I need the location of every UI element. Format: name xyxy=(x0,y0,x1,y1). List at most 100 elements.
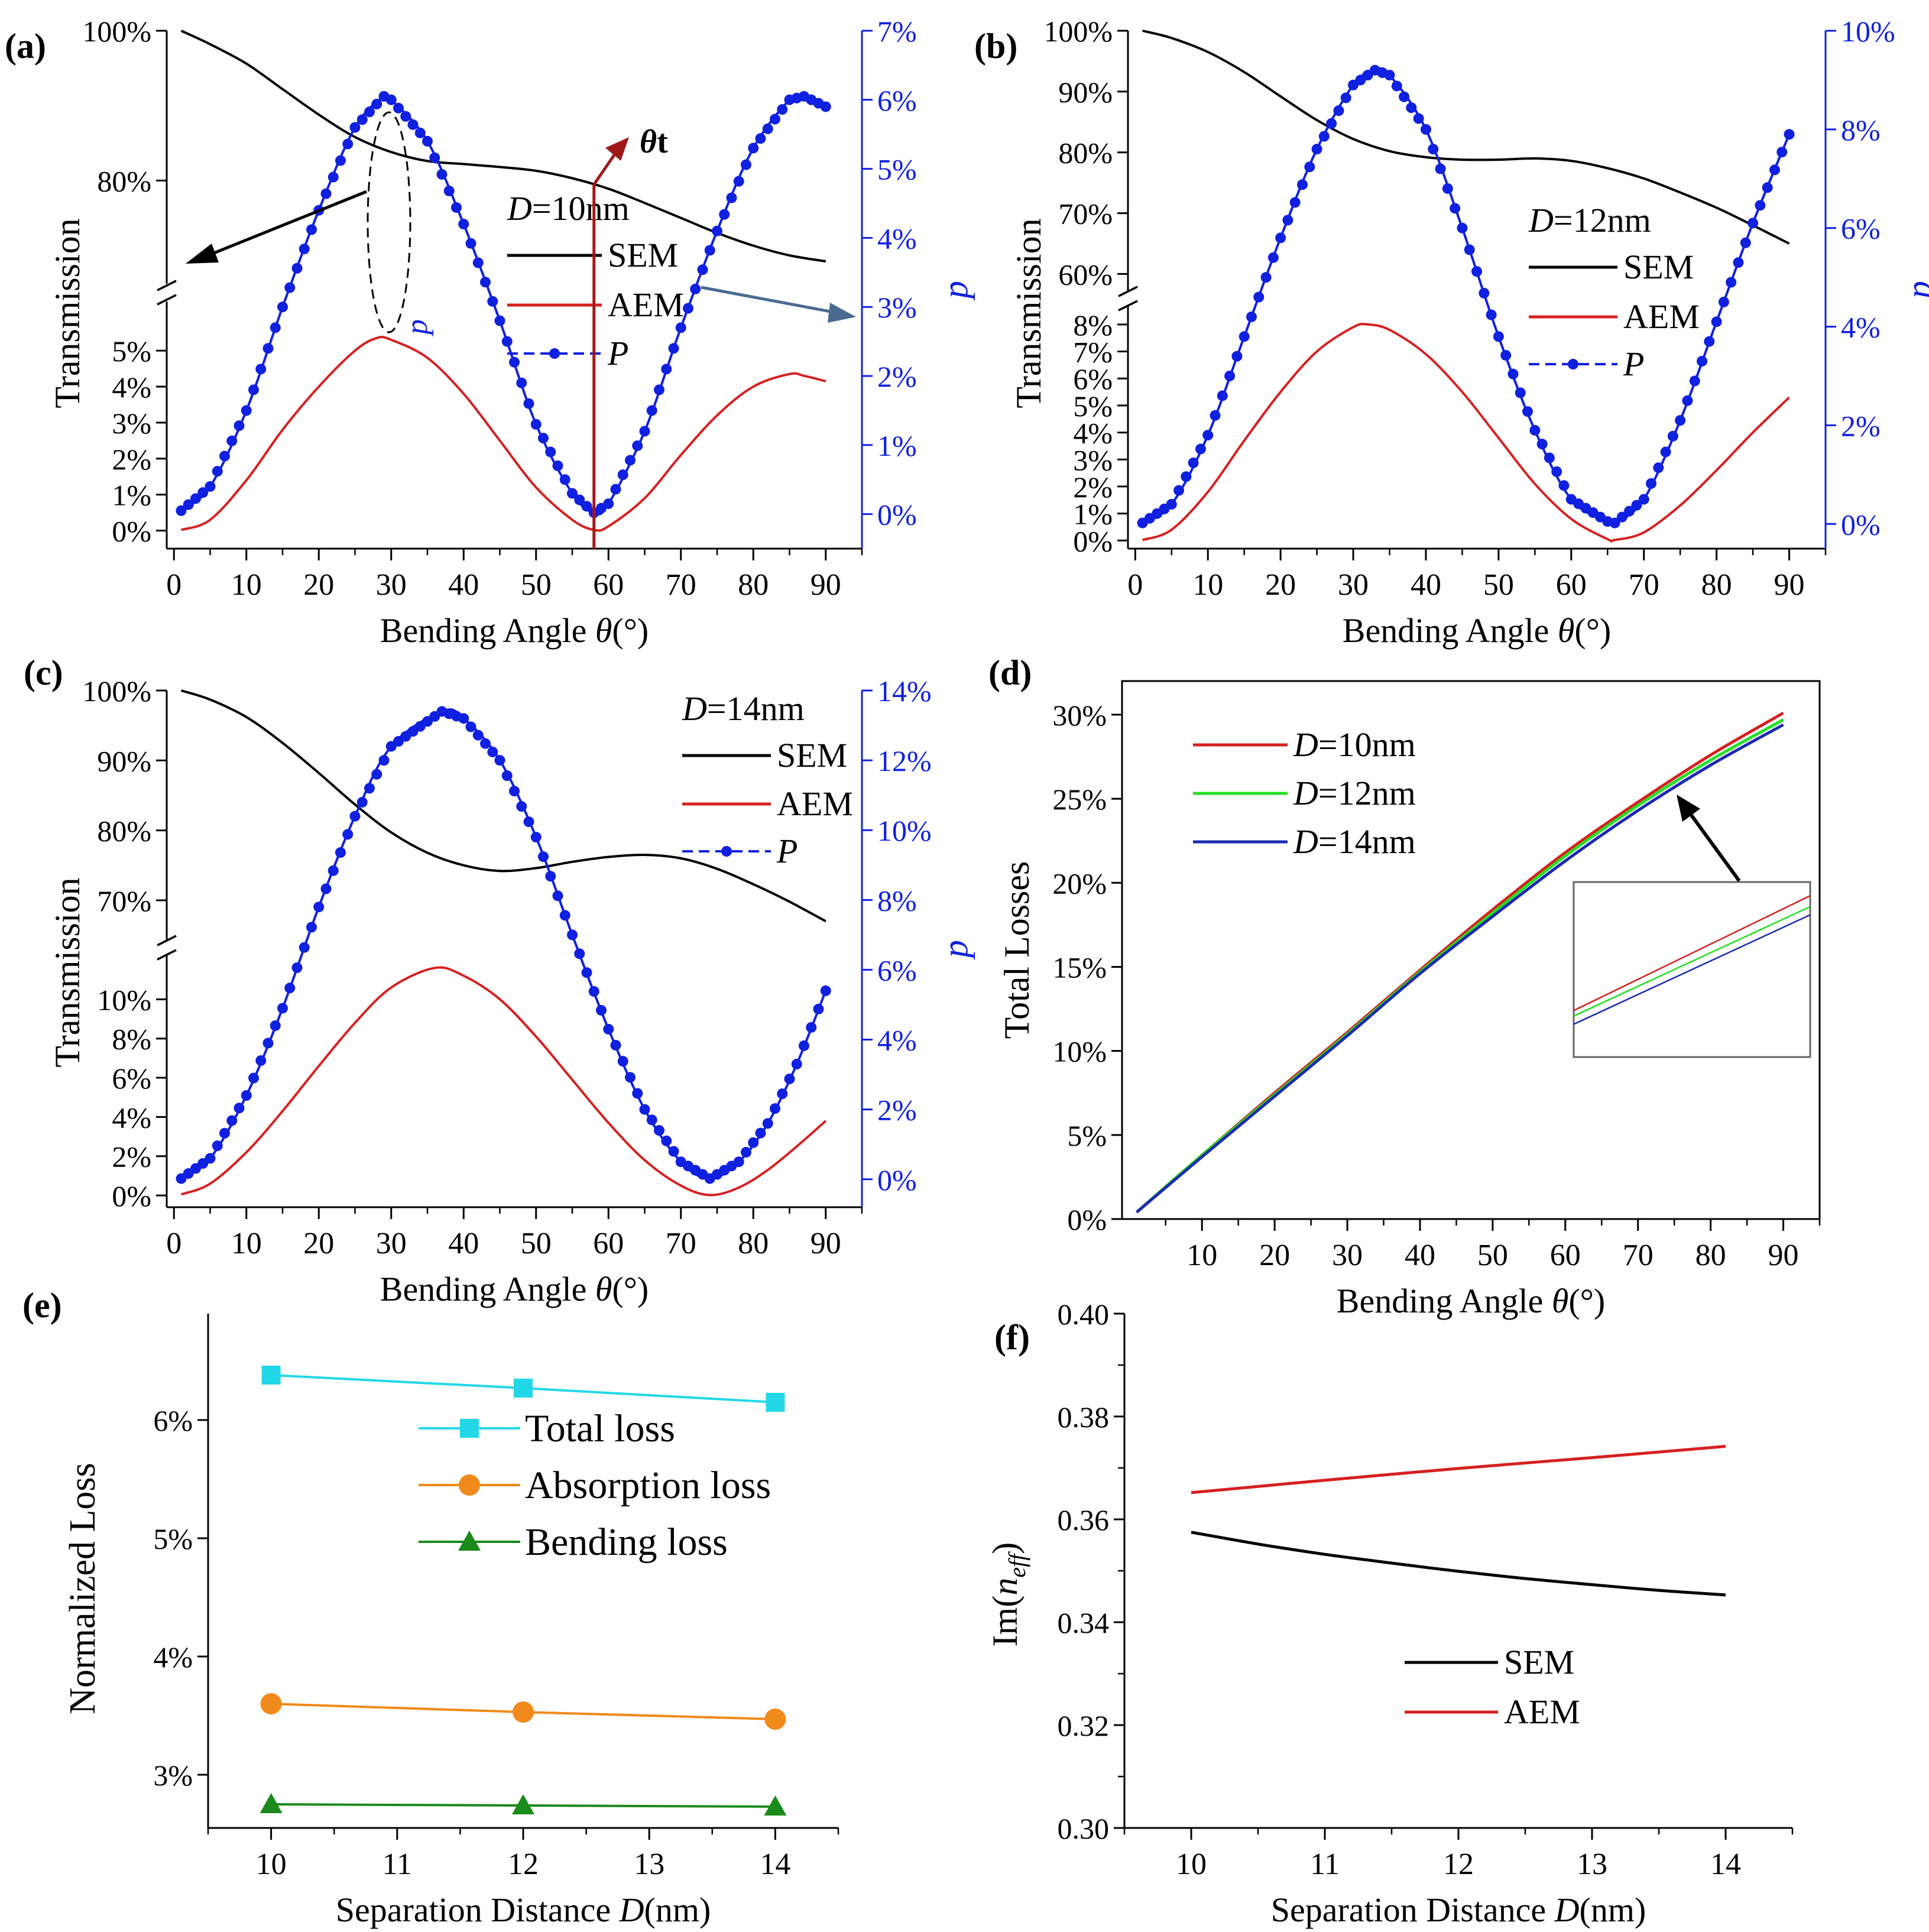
panel-a-series-p-point xyxy=(625,455,636,466)
panel-b-series-p-point xyxy=(1718,296,1729,307)
panel-c-series-p-point xyxy=(277,1003,288,1014)
panel-a-legend-title: D=10nm xyxy=(507,189,630,228)
panel-c-series-p-point xyxy=(777,1088,788,1100)
panel-b-lower-y-tick-label: 1% xyxy=(1073,498,1113,531)
panel-a-y-axis-label: Transmission xyxy=(48,218,87,408)
panel-b-lower-y-tick-label: 8% xyxy=(1073,309,1113,342)
panel-a-series-p-point xyxy=(603,498,614,510)
panel-c-lower-y-tick-label: 8% xyxy=(112,1023,151,1056)
panel-c-x-tick-label: 80 xyxy=(738,1227,769,1260)
panel-c-upper-y-tick-label: 100% xyxy=(82,675,151,708)
panel-d-y-tick-label: 0% xyxy=(1067,1203,1107,1236)
panel-e-y-tick-label: 6% xyxy=(153,1404,193,1437)
panel-a-series-p-point xyxy=(719,209,730,220)
panel-d-y-tick-label: 10% xyxy=(1052,1035,1107,1068)
panel-b-series-p-point xyxy=(1188,457,1199,468)
panel-b-series-p-point xyxy=(1726,277,1737,288)
panel-a-series-p-point xyxy=(545,446,556,458)
panel-d-y-tick-label: 15% xyxy=(1052,951,1107,984)
panel-d-x-tick-label: 40 xyxy=(1405,1239,1435,1272)
panel-b-series-p-point xyxy=(1202,430,1214,441)
panel-e-x-tick-label: 12 xyxy=(508,1847,539,1881)
panel-f-x-tick-label: 13 xyxy=(1577,1847,1607,1881)
panel-f-legend-aem-label: AEM xyxy=(1504,1693,1580,1731)
panel-c-upper-y-tick-label: 70% xyxy=(97,884,151,918)
panel-a-series-p-point xyxy=(487,296,498,307)
panel-a-series-p-point xyxy=(472,257,484,268)
panel-e-x-tick-label: 14 xyxy=(760,1847,790,1881)
panel-a-x-tick-label: 20 xyxy=(303,568,334,602)
panel-a-series-p-point xyxy=(733,176,744,187)
panel-e: 10 11 12 13 14 Separation Distance D(nm) 3% 4% 5… xyxy=(22,1286,839,1929)
panel-a-right-y-tick-label: 1% xyxy=(877,429,917,462)
panel-c-right-y-tick-label: 4% xyxy=(877,1024,917,1057)
panel-a-x-tick-label: 40 xyxy=(448,568,479,602)
panel-a-y2-axis-label: p xyxy=(936,281,975,301)
panel-c-series-p-point xyxy=(610,1039,621,1051)
panel-a-legend-p-label: P xyxy=(607,334,628,372)
panel-b-series-p-point xyxy=(1769,164,1780,176)
panel-a-lower-y-tick-label: 0% xyxy=(112,515,151,548)
panel-c-series-p-point xyxy=(262,1038,274,1049)
panel-c-series-p-point xyxy=(219,1127,230,1139)
panel-f-y-axis-label: Im(neff) xyxy=(985,1542,1030,1647)
panel-b-series-p-point xyxy=(1391,80,1402,92)
panel-e-legend-total-marker xyxy=(460,1419,479,1438)
panel-b-series-p-point xyxy=(1166,498,1177,510)
panel-e-x-tick-label: 11 xyxy=(382,1847,412,1881)
panel-d-legend-d14-label: D=14nm xyxy=(1293,822,1416,861)
panel-c-legend-aem-label: AEM xyxy=(777,785,853,823)
panel-c-series-p-point xyxy=(291,962,303,973)
panel-c-series-p-point xyxy=(212,1140,223,1152)
panel-a-series-p-point xyxy=(726,192,737,203)
panel-a: 0 10 20 30 40 50 60 70 80 90 Bending Angle θ(°) 80%… xyxy=(5,15,975,650)
panel-b-series-p-point xyxy=(1486,309,1497,320)
panel-c-series-p-line xyxy=(180,708,827,1180)
panel-c-series-p-point xyxy=(458,713,469,724)
panel-b-series-p-point xyxy=(1479,287,1490,299)
panel-b-series-p-point xyxy=(1500,349,1512,361)
panel-a-series-p-point xyxy=(465,238,476,249)
panel-b-series-p-point xyxy=(1748,218,1759,229)
panel-a-series-p-point xyxy=(458,219,469,230)
panel-a-series-p-point xyxy=(400,111,411,122)
panel-a-series-p-point xyxy=(205,481,216,492)
panel-c-right-y-tick-label: 0% xyxy=(877,1163,917,1197)
panel-a-series-p-point xyxy=(436,168,448,180)
panel-a-right-y-tick-label: 2% xyxy=(877,360,917,393)
panel-b-lower-y-tick-label: 7% xyxy=(1073,336,1113,369)
panel-c-series-p-point xyxy=(654,1125,664,1136)
panel-b-series-p-point xyxy=(1653,462,1664,474)
panel-c-series-p-point xyxy=(509,786,520,797)
panel-b-lower-y-tick-label: 3% xyxy=(1073,443,1113,476)
panel-a-series-p-point xyxy=(516,377,527,388)
panel-a-series-p-point xyxy=(574,494,585,505)
panel-b-series-p-point xyxy=(1304,161,1315,173)
panel-d-inset-series-d14 xyxy=(1573,914,1811,1025)
panel-b-series-p-point xyxy=(1638,494,1649,505)
panel-c-x-tick-label: 0 xyxy=(166,1227,181,1260)
panel-c-series-p-point xyxy=(241,1090,252,1101)
panel-a-series-p-point xyxy=(755,133,766,144)
panel-b-series-p-point xyxy=(1464,244,1475,255)
panel-b-series-p-point xyxy=(1740,237,1751,248)
panel-b-series-p-point xyxy=(1210,410,1221,421)
panel-a-x-tick-label: 30 xyxy=(376,568,407,602)
panel-d-inset-arrowhead xyxy=(1677,795,1700,822)
panel-a-series-p-point xyxy=(262,343,274,354)
panel-c-series-p-point xyxy=(284,983,296,994)
panel-f-y-tick-label: 0.36 xyxy=(1058,1503,1110,1536)
panel-c-series-p-point xyxy=(632,1088,643,1099)
panel-a-label: (a) xyxy=(5,27,46,66)
panel-b-right-y-tick-label: 6% xyxy=(1841,212,1881,245)
panel-d-inset-arrow xyxy=(1687,810,1741,882)
panel-a-lower-y-tick-label: 4% xyxy=(112,371,151,404)
panel-c-series-p-point xyxy=(791,1058,802,1069)
panel-a-series-p-point xyxy=(284,282,296,293)
panel-a-series-p-point xyxy=(654,384,664,396)
panel-b-series-p-point xyxy=(1675,415,1686,426)
panel-b-series-p-point xyxy=(1733,257,1744,268)
panel-a-series-p-point xyxy=(342,138,354,150)
panel-a-x-tick-label: 60 xyxy=(593,568,624,602)
panel-c-lower-y-tick-label: 4% xyxy=(112,1101,151,1134)
